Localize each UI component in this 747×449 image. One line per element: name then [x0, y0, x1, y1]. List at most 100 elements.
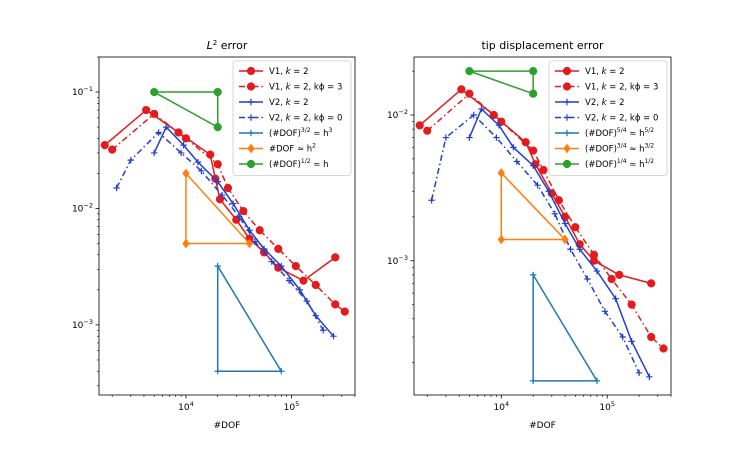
data-point: [108, 145, 117, 154]
data-point: [229, 200, 237, 207]
data-point: [291, 261, 300, 271]
series-line-1: [104, 109, 336, 282]
data-point: [206, 150, 215, 159]
data-point: [607, 274, 616, 284]
legend-label: V2, k = 2: [269, 98, 309, 108]
triangle-vertex: [593, 377, 601, 385]
triangle-vertex: [150, 87, 159, 97]
legend-label: V1, k = 2: [585, 67, 625, 77]
data-point: [150, 109, 159, 118]
data-point: [465, 89, 474, 98]
data-point: [181, 134, 191, 143]
triangle-edges: [216, 263, 283, 372]
legend-label: V1, k = 2: [269, 67, 309, 77]
legend-label: V1, k = 2, kϕ = 3: [585, 83, 658, 93]
data-point: [198, 167, 205, 175]
data-point: [428, 197, 435, 204]
series-line-4: [115, 131, 324, 331]
legend-marker: [562, 66, 572, 76]
data-point: [251, 238, 259, 245]
data-point: [127, 156, 134, 164]
data-point: [551, 210, 558, 218]
legend-marker: [562, 159, 572, 169]
data-point: [142, 105, 151, 115]
legend-marker: [246, 82, 256, 91]
axes-frame: [98, 56, 356, 396]
triangle-edges: [185, 171, 252, 245]
legend-box: [548, 60, 668, 176]
data-point: [529, 146, 538, 155]
triangle-vertex: [182, 238, 190, 249]
series-3: [466, 105, 653, 380]
data-point: [330, 332, 337, 340]
data-point: [554, 196, 564, 205]
data-point: [442, 134, 450, 141]
data-point: [539, 165, 548, 175]
triangle-edges: [500, 171, 567, 241]
data-point: [478, 105, 485, 113]
data-point: [423, 126, 432, 135]
data-point: [589, 250, 599, 259]
data-point: [513, 158, 520, 165]
series-line-3: [468, 107, 651, 378]
data-point: [311, 280, 320, 290]
data-point: [213, 160, 222, 169]
series-4: [113, 129, 327, 334]
data-point: [584, 275, 591, 283]
legend-label: (#DOF)1/2 ≃ h: [269, 158, 328, 170]
data-point: [521, 138, 530, 147]
data-point: [285, 277, 293, 284]
chart-panel-2: tip displacement error 104 105 10−2 10−3 #DOF…: [387, 39, 672, 431]
data-point: [260, 245, 268, 253]
series-2: [108, 109, 349, 316]
legend-marker: [247, 143, 255, 154]
legend-marker: [247, 98, 255, 106]
x-axis-label: #DOF: [529, 421, 556, 431]
x-tick-label: 105: [284, 400, 300, 413]
data-point: [545, 188, 552, 195]
data-point: [100, 141, 109, 150]
data-point: [567, 246, 574, 253]
slope-triangle-1: [529, 271, 601, 385]
data-point: [615, 270, 624, 280]
data-point: [236, 213, 243, 220]
slope-triangle-2: [497, 168, 569, 245]
legend-label: V2, k = 2, kϕ = 0: [269, 114, 342, 124]
data-point: [659, 344, 668, 353]
triangle-edges: [532, 272, 599, 382]
data-point: [493, 134, 500, 141]
data-point: [180, 141, 187, 149]
data-point: [163, 123, 170, 131]
x-tick-label: 104: [493, 400, 509, 413]
data-point: [510, 144, 517, 151]
data-point: [239, 206, 248, 216]
data-point: [612, 295, 619, 302]
series-line-4: [430, 114, 640, 374]
data-point: [278, 262, 285, 270]
triangle-vertex: [214, 262, 221, 270]
data-point: [155, 129, 162, 136]
legend-label: (#DOF)5/4 ≃ h5/2: [585, 127, 654, 139]
series-4: [428, 111, 643, 377]
y-tick-label: 10−1: [72, 85, 93, 98]
data-point: [571, 223, 580, 232]
chart-title: L2 error: [207, 39, 248, 52]
chart-title: tip displacement error: [481, 39, 604, 52]
data-point: [113, 184, 120, 192]
x-tick-label: 104: [178, 400, 194, 413]
slope-triangle-1: [214, 262, 285, 375]
legend-label: V1, k = 2, kϕ = 3: [269, 83, 342, 93]
y-tick-label: 10−2: [387, 108, 408, 121]
series-2: [423, 89, 668, 353]
data-point: [534, 181, 541, 189]
data-point: [194, 158, 202, 166]
triangle-vertex: [497, 168, 505, 178]
data-point: [647, 332, 656, 342]
triangle-vertex: [214, 368, 221, 375]
triangle-vertex: [529, 67, 538, 76]
legend-marker: [562, 82, 572, 91]
data-point: [646, 373, 653, 380]
data-point: [627, 300, 636, 309]
